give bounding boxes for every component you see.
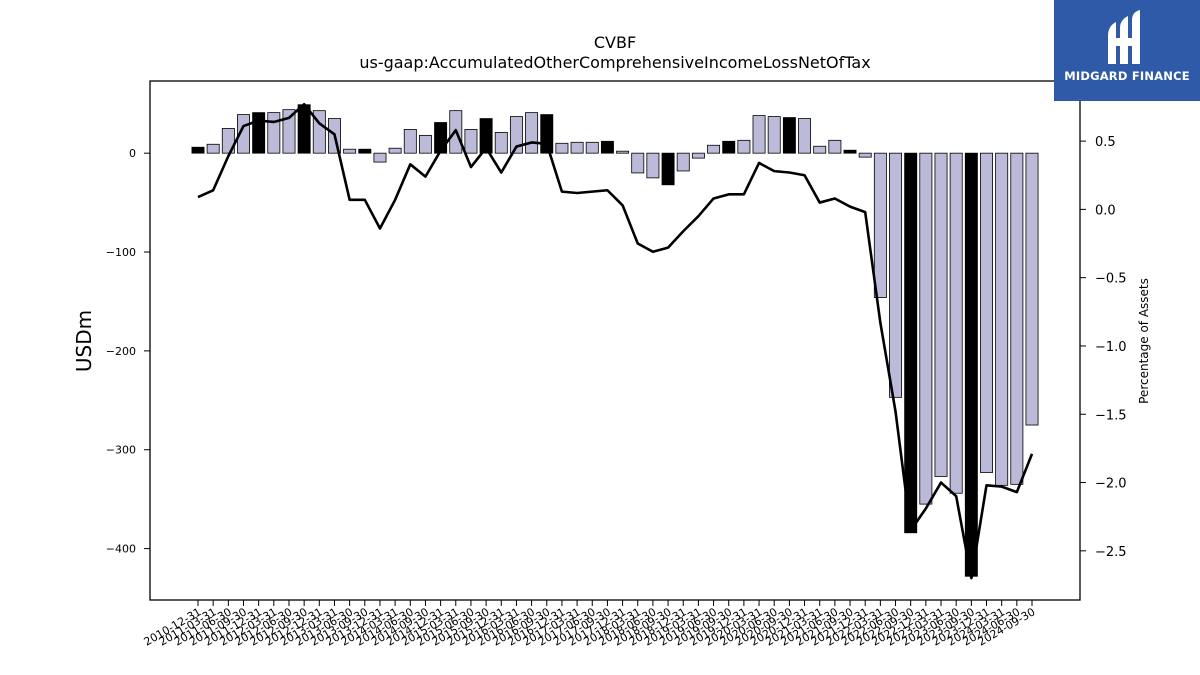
y-tick-label: −200	[106, 345, 136, 358]
bar	[691, 152, 705, 159]
bar	[995, 152, 1009, 486]
y-tick-label: 0	[129, 147, 136, 160]
bar	[464, 129, 478, 154]
y-tick-label: −400	[106, 543, 136, 556]
bar	[889, 152, 902, 398]
bar	[858, 152, 872, 158]
plot-area: 0 −100 −200 −300 −400 0.5 0.0 −0.5 −1.0 −1.5 −2.0 −…	[106, 102, 1127, 649]
bar	[964, 152, 978, 577]
bar	[570, 141, 584, 154]
y-tick-label: −100	[106, 246, 136, 259]
y-axis-label: USDm	[72, 310, 96, 372]
bar	[843, 149, 857, 154]
bar	[767, 116, 781, 154]
bar	[418, 134, 432, 154]
bar	[707, 144, 721, 154]
plot-frame	[149, 80, 1081, 601]
bar	[722, 140, 736, 154]
bar	[555, 142, 569, 154]
bar	[737, 139, 751, 154]
bar	[828, 139, 842, 154]
y2-tick-label: −1.0	[1095, 340, 1127, 355]
bar	[1010, 152, 1024, 485]
y2-tick-label: −0.5	[1095, 272, 1127, 287]
bar	[646, 152, 660, 179]
bar	[934, 152, 948, 477]
bar	[267, 112, 281, 154]
bar	[343, 148, 357, 154]
bar	[600, 140, 614, 154]
bar	[1025, 152, 1039, 426]
bar	[191, 146, 205, 154]
y2-tick-label: 0.5	[1095, 135, 1116, 150]
bar	[813, 145, 827, 154]
y2-tick-label: −2.0	[1095, 477, 1127, 492]
midgard-logo-icon	[1108, 10, 1140, 64]
bar	[661, 152, 675, 186]
bar	[525, 112, 539, 154]
y2-tick-label: −2.5	[1095, 545, 1127, 560]
bar	[798, 118, 812, 154]
y2-tick-label: −1.5	[1095, 408, 1127, 423]
bar	[631, 152, 645, 174]
bar	[373, 152, 387, 163]
bar	[782, 117, 796, 154]
bar	[616, 150, 630, 154]
bar	[494, 132, 508, 154]
bar	[919, 152, 933, 505]
bar	[980, 152, 993, 473]
bar	[297, 104, 311, 154]
y2-tick-label: 0.0	[1095, 203, 1116, 218]
bar	[479, 118, 493, 154]
chart-title: CVBF	[594, 33, 636, 52]
bar	[206, 143, 220, 154]
chart-subtitle: us-gaap:AccumulatedOtherComprehensiveInc…	[359, 53, 870, 72]
bar	[873, 152, 887, 298]
logo-text: MIDGARD FINANCE	[1064, 69, 1190, 83]
y-tick-label: −300	[106, 444, 136, 457]
bar	[403, 129, 417, 154]
bar	[676, 152, 690, 172]
bar	[585, 141, 599, 154]
bar	[904, 152, 918, 534]
bar	[252, 112, 266, 154]
y2-axis-label: Percentage of Assets	[1137, 278, 1151, 404]
bar	[388, 147, 402, 154]
bar	[949, 152, 963, 494]
bar	[282, 109, 296, 154]
series-line	[197, 102, 1034, 580]
bar	[752, 115, 766, 154]
bar	[358, 148, 372, 154]
bar	[221, 128, 235, 154]
bar	[509, 116, 523, 154]
midgard-finance-logo: MIDGARD FINANCE	[1054, 0, 1200, 101]
